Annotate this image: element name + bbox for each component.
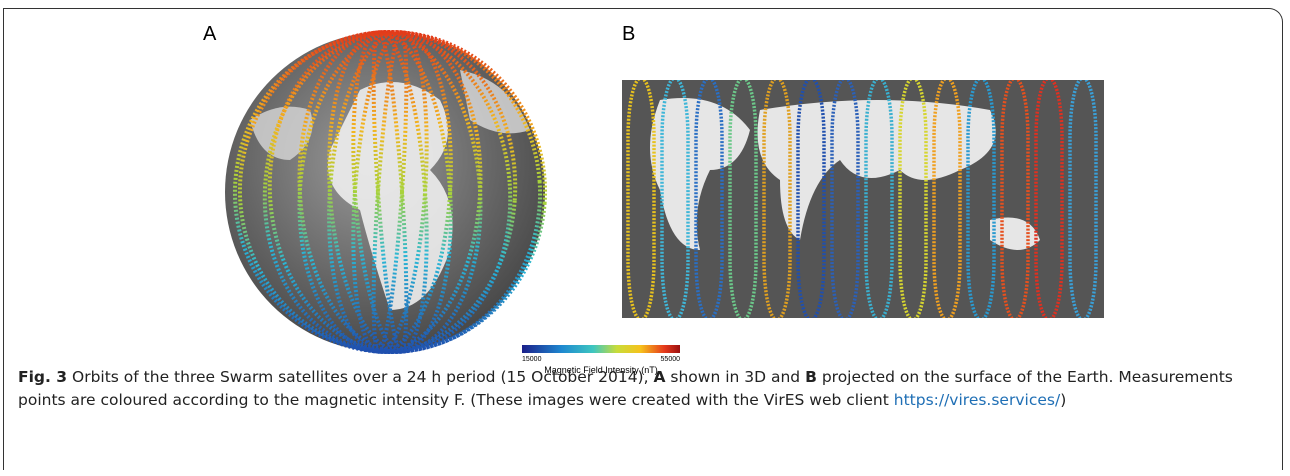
orbit — [932, 80, 962, 318]
colorbar-min: 15000 — [522, 356, 542, 363]
link[interactable]: https://vires.services/ — [893, 391, 1061, 409]
figure-frame — [3, 8, 1283, 470]
figure-label: Fig. 3 — [18, 368, 68, 386]
caption-text: projected on the surface of the Earth. M… — [18, 368, 1233, 409]
caption-text: Orbits of the three Swarm satellites ove… — [67, 368, 654, 386]
orbit — [626, 80, 656, 318]
panel-ref: A — [653, 368, 666, 386]
orbit — [898, 80, 928, 318]
colorbar-title: Magnetic Field Intensity (nT) — [544, 365, 658, 375]
orbit — [864, 80, 894, 318]
orbit — [660, 80, 690, 318]
colorbar-max: 55000 — [661, 356, 681, 363]
caption: Fig. 3 Orbits of the three Swarm satelli… — [18, 366, 1263, 412]
orbit — [762, 80, 792, 318]
orbit — [1068, 80, 1098, 318]
orbit — [694, 80, 724, 318]
orbit — [966, 80, 996, 318]
panel-ref: B — [805, 368, 817, 386]
figure: A B 15000 55000 Magnetic Field Intensity… — [203, 23, 1104, 375]
caption-text: ) — [1060, 391, 1067, 409]
panel-label: B — [622, 23, 635, 45]
orbit — [1034, 80, 1064, 318]
caption-text: shown in 3D and — [665, 368, 806, 386]
map — [622, 80, 1104, 318]
orbit — [237, 30, 543, 354]
orbit — [728, 80, 758, 318]
orbit — [232, 30, 548, 354]
panel-label: A — [203, 23, 217, 45]
orbit — [830, 80, 860, 318]
orbit — [796, 80, 826, 318]
orbit — [1000, 80, 1030, 318]
globe — [225, 30, 548, 354]
colorbar: 15000 55000 Magnetic Field Intensity (nT… — [522, 345, 680, 375]
